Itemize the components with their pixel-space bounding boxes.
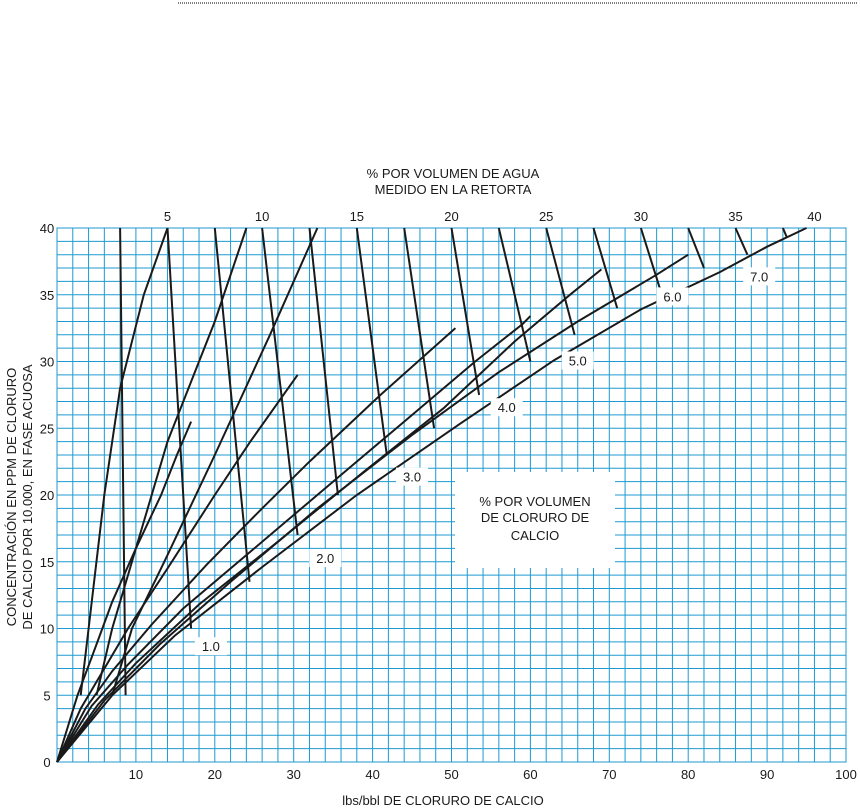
water-percent-line	[781, 227, 788, 238]
water-fan-curve	[111, 227, 319, 696]
water-percent-line	[592, 227, 619, 309]
water-percent-line	[308, 227, 339, 496]
series-label: 6.0	[663, 289, 681, 304]
top-scale-tick-label: 25	[539, 209, 553, 224]
top-scale-tick-label: 15	[350, 209, 364, 224]
y-axis-label-line-1: CONCENTRACIÓN EN PPM DE CLORURO	[4, 368, 19, 627]
water-percent-line	[355, 227, 388, 456]
water-percent-line	[213, 227, 251, 582]
series-label: 3.0	[403, 470, 421, 485]
x-tick-label: 80	[681, 767, 695, 782]
annotation-line-2: DE CLORURO DE	[481, 510, 590, 525]
series-line-7.0	[56, 227, 807, 763]
marks	[56, 227, 807, 763]
y-tick-label: 15	[40, 555, 54, 570]
series-label: 1.0	[202, 639, 220, 654]
x-tick-label: 30	[286, 767, 300, 782]
series-label-bg	[743, 267, 776, 286]
water-percent-line	[119, 227, 127, 696]
x-tick-label: 20	[208, 767, 222, 782]
water-percent-line	[166, 227, 193, 629]
x-tick-label: 100	[835, 767, 857, 782]
water-percent-line	[639, 227, 662, 291]
x-tick-label: 90	[760, 767, 774, 782]
series-label-bg	[309, 549, 342, 568]
y-axis-ticks: 0 5 10 15 20 25 30 35 40	[40, 221, 54, 770]
x-tick-label: 60	[523, 767, 537, 782]
y-tick-label: 20	[40, 488, 54, 503]
water-percent-line	[687, 227, 705, 269]
series-label-bg	[396, 467, 429, 486]
series-label: 5.0	[569, 354, 587, 369]
series-label: 2.0	[316, 551, 334, 566]
water-percent-line	[261, 227, 299, 536]
series-label: 7.0	[750, 269, 768, 284]
series-line-6.0	[56, 253, 689, 763]
series-label-bg	[656, 287, 689, 306]
y-tick-label: 5	[43, 688, 50, 703]
series-line-1.0	[56, 421, 193, 763]
top-scale-tick-label: 35	[728, 209, 742, 224]
annotation-line-3: CALCIO	[511, 528, 559, 543]
water-percent-line	[545, 227, 576, 336]
y-tick-label: 40	[40, 221, 54, 236]
water-percent-line	[450, 227, 481, 396]
y-axis-label-line-2: DE CALCIO POR 10.000, EN FASE ACUOSA	[20, 364, 35, 629]
annotation-box	[455, 472, 615, 568]
top-scale-tick-label: 40	[807, 209, 821, 224]
y-tick-label: 25	[40, 421, 54, 436]
x-tick-label: 40	[365, 767, 379, 782]
x-axis-ticks: 10 20 30 40 50 60 70 80 90 100	[129, 767, 857, 782]
top-scale-ticks: 5 10 15 20 25 30 35 40	[164, 209, 822, 224]
water-percent-line	[734, 227, 749, 256]
water-percent-line	[403, 227, 436, 429]
series-line-3.0	[56, 327, 457, 763]
series-label-bg	[561, 351, 594, 370]
water-fan-curve	[95, 227, 248, 696]
y-axis-label: CONCENTRACIÓN EN PPM DE CLORURO DE CALCI…	[4, 364, 35, 629]
series-line-4.0	[56, 315, 532, 763]
top-scale-tick-label: 30	[634, 209, 648, 224]
top-scale-tick-label: 5	[164, 209, 171, 224]
top-title-line-2: MEDIDO EN LA RETORTA	[375, 182, 532, 197]
top-scale-tick-label: 20	[444, 209, 458, 224]
y-tick-label: 35	[40, 288, 54, 303]
water-fan-curve	[79, 227, 169, 696]
annotation-line-1: % POR VOLUMEN	[479, 494, 590, 509]
x-axis-label: lbs/bbl DE CLORURO DE CALCIO	[342, 793, 544, 808]
y-tick-label: 30	[40, 355, 54, 370]
top-title-line-1: % POR VOLUMEN DE AGUA	[367, 166, 540, 181]
water-percent-line	[497, 227, 532, 362]
x-tick-label: 50	[444, 767, 458, 782]
top-scale-tick-label: 10	[255, 209, 269, 224]
y-tick-label: 0	[43, 755, 50, 770]
x-tick-label: 70	[602, 767, 616, 782]
series-labels: 1.0 2.0 3.0 4.0 5.0 6.0 7.0	[194, 267, 776, 656]
series-line-2.0	[56, 374, 299, 763]
series-label-bg	[490, 398, 523, 417]
series-label: 4.0	[498, 400, 516, 415]
series-label-bg	[194, 637, 227, 656]
grid	[57, 228, 846, 762]
y-tick-label: 10	[40, 622, 54, 637]
x-tick-label: 10	[129, 767, 143, 782]
